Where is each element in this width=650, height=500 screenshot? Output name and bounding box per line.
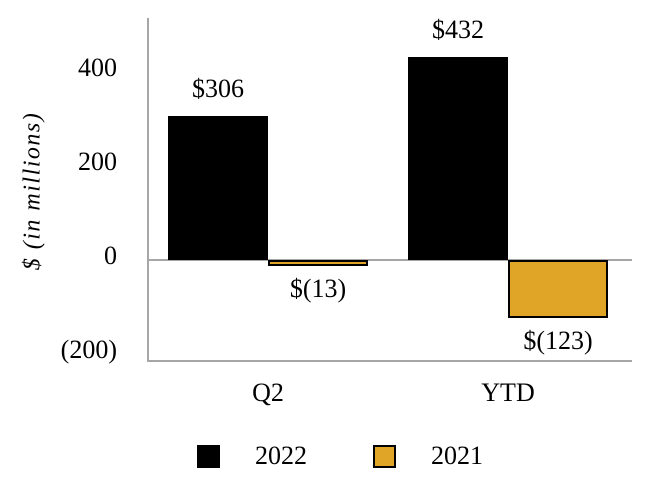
legend-swatch-2021 — [373, 444, 396, 468]
value-label-q2-2022: $306 — [192, 74, 244, 103]
legend-label-2022: 2022 — [255, 441, 307, 470]
value-label-q2-2021: $(13) — [289, 274, 347, 303]
x-tick-ytd: YTD — [481, 378, 535, 407]
bar-ytd-2021 — [508, 260, 608, 318]
plot-bottom-border — [148, 360, 632, 362]
legend-label-2021: 2021 — [431, 441, 483, 470]
bar-q2-2021 — [268, 260, 368, 266]
legend-swatch-2022 — [197, 444, 220, 468]
y-tick-200: 200 — [78, 147, 117, 176]
legend-item-2022: 2022 — [197, 443, 307, 469]
bar-ytd-2022 — [408, 57, 508, 260]
bar-q2-2022 — [168, 116, 268, 260]
value-label-ytd-2021: $(123) — [523, 326, 593, 355]
y-tick-0: 0 — [104, 241, 117, 270]
value-label-ytd-2022: $432 — [432, 15, 484, 44]
legend-item-2021: 2021 — [373, 443, 483, 469]
x-tick-q2: Q2 — [252, 378, 284, 407]
y-axis-line — [147, 18, 149, 362]
zero-baseline — [148, 259, 632, 261]
y-tick-400: 400 — [78, 53, 117, 82]
y-tick-neg200neg: (200) — [60, 335, 117, 364]
